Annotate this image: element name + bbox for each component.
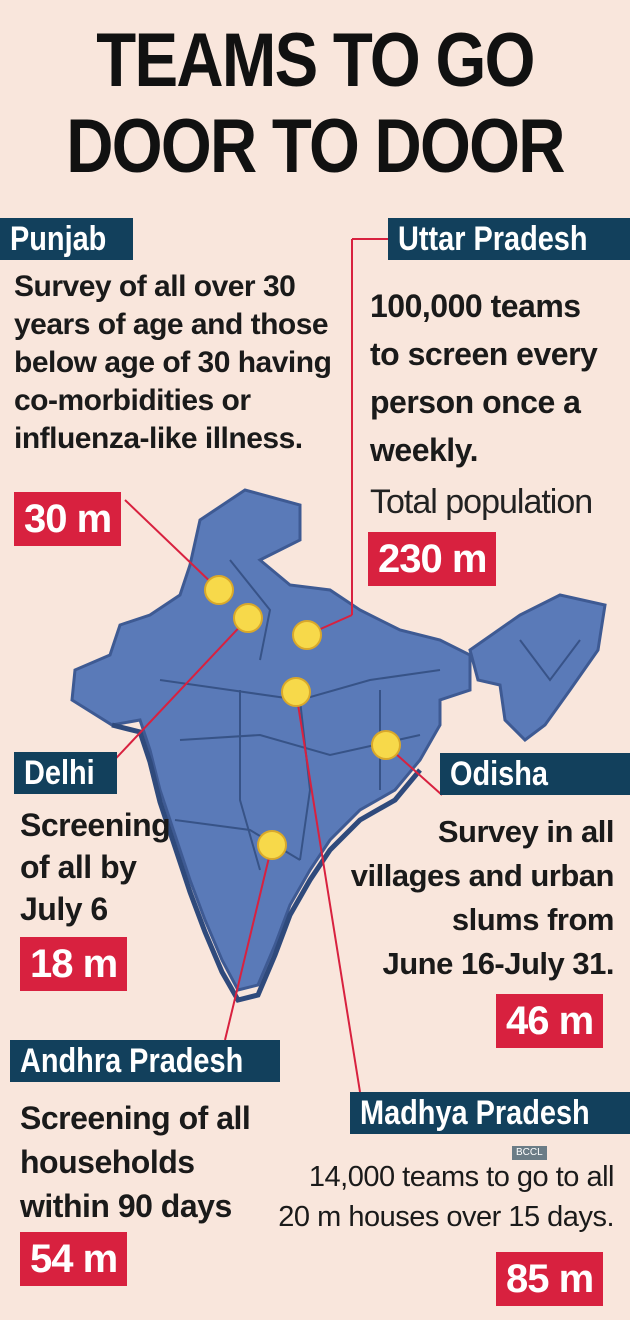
desc-delhi-line: Screening bbox=[20, 807, 171, 843]
desc-punjab-line: influenza-like illness. bbox=[14, 422, 303, 455]
marker-mp bbox=[281, 677, 311, 707]
desc-mp: 14,000 teams to go to all 20 m houses ov… bbox=[254, 1157, 614, 1237]
count-punjab: 30 m bbox=[14, 492, 122, 546]
count-mp: 85 m bbox=[496, 1252, 604, 1306]
india-mainland-shape bbox=[70, 488, 472, 992]
tag-mp: Madhya Pradesh bbox=[350, 1092, 630, 1134]
desc-punjab-line: years of age and those bbox=[14, 308, 329, 341]
desc-up-line: to screen every bbox=[370, 336, 598, 372]
marker-odisha bbox=[371, 730, 401, 760]
desc-up-line: person once a bbox=[370, 384, 581, 420]
desc-ap: Screening of all households within 90 da… bbox=[20, 1096, 280, 1228]
marker-delhi bbox=[233, 603, 263, 633]
desc-punjab-line: Survey of all over 30 bbox=[14, 270, 296, 303]
desc-up-line: weekly. bbox=[370, 432, 478, 468]
count-odisha: 46 m bbox=[496, 994, 604, 1048]
marker-punjab bbox=[204, 575, 234, 605]
count-up: 230 m bbox=[368, 532, 497, 586]
count-delhi: 18 m bbox=[20, 937, 128, 991]
desc-punjab: Survey of all over 30 years of age and t… bbox=[14, 268, 344, 458]
desc-up: 100,000 teams to screen every person onc… bbox=[370, 282, 620, 474]
desc-odisha-line: slums from bbox=[451, 902, 615, 937]
leader-line-ap bbox=[224, 844, 273, 1041]
desc-delhi: Screening of all by July 6 bbox=[20, 804, 171, 930]
title-line-2: DOOR TO DOOR bbox=[66, 104, 565, 189]
desc-odisha-line: June 16-July 31. bbox=[382, 946, 614, 981]
leader-line-delhi bbox=[104, 617, 249, 771]
tag-up: Uttar Pradesh bbox=[388, 218, 630, 260]
marker-ap bbox=[257, 830, 287, 860]
india-mainland-edge bbox=[111, 722, 422, 1003]
tag-punjab-label: Punjab bbox=[10, 220, 107, 258]
desc-delhi-line: July 6 bbox=[20, 891, 108, 927]
desc-ap-line: households bbox=[20, 1144, 195, 1180]
desc-up-line: 100,000 teams bbox=[370, 288, 581, 324]
credit-badge: BCCL bbox=[512, 1146, 547, 1160]
marker-up bbox=[292, 620, 322, 650]
desc-mp-line: 14,000 teams to go to all bbox=[308, 1161, 615, 1193]
tag-odisha-label: Odisha bbox=[450, 755, 548, 793]
desc-delhi-line: of all by bbox=[20, 849, 137, 885]
india-northeast-shape bbox=[468, 593, 607, 742]
desc-odisha-line: Survey in all bbox=[437, 814, 615, 849]
tag-up-label: Uttar Pradesh bbox=[398, 220, 588, 258]
state-markers bbox=[204, 575, 401, 860]
leader-line-punjab bbox=[124, 499, 220, 591]
page-title: TEAMS TO GO DOOR TO DOOR bbox=[44, 18, 586, 190]
tag-delhi: Delhi bbox=[14, 752, 118, 794]
up-population-label: Total population bbox=[370, 483, 593, 521]
desc-odisha-line: villages and urban bbox=[350, 858, 615, 893]
tag-odisha: Odisha bbox=[440, 753, 630, 795]
tag-delhi-label: Delhi bbox=[24, 754, 95, 792]
title-line-1: TEAMS TO GO bbox=[96, 18, 535, 103]
desc-ap-line: within 90 days bbox=[20, 1188, 232, 1224]
tag-mp-label: Madhya Pradesh bbox=[360, 1094, 590, 1132]
desc-ap-line: Screening of all bbox=[20, 1100, 251, 1136]
desc-punjab-line: below age of 30 having bbox=[14, 346, 332, 379]
tag-ap-label: Andhra Pradesh bbox=[20, 1042, 244, 1080]
count-ap: 54 m bbox=[20, 1232, 128, 1286]
tag-ap: Andhra Pradesh bbox=[10, 1040, 280, 1082]
tag-punjab: Punjab bbox=[0, 218, 134, 260]
desc-odisha: Survey in all villages and urban slums f… bbox=[334, 810, 615, 986]
desc-punjab-line: co-morbidities or bbox=[14, 384, 251, 417]
leader-line-mp bbox=[295, 691, 361, 1093]
desc-mp-line: 20 m houses over 15 days. bbox=[278, 1201, 614, 1233]
